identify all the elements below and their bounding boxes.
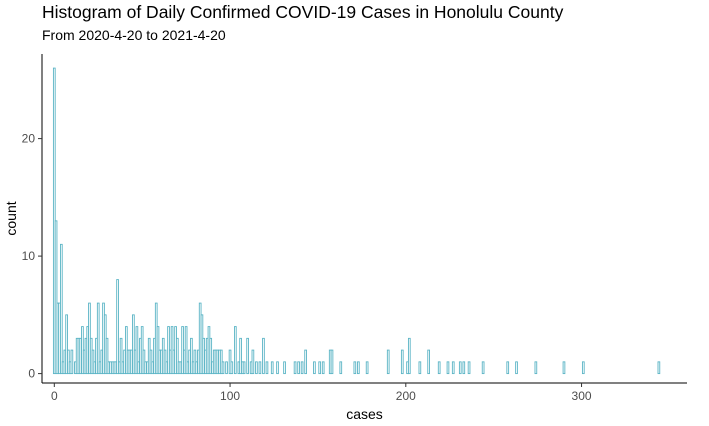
- chart-subtitle: From 2020-4-20 to 2021-4-20: [42, 27, 226, 43]
- histogram-bar: [365, 361, 369, 375]
- histogram-bar: [96, 302, 100, 375]
- histogram-bar: [283, 361, 286, 375]
- histogram-bar: [297, 361, 300, 375]
- histogram-bar: [427, 349, 430, 375]
- chart-title: Histogram of Daily Confirmed COVID-19 Ca…: [42, 2, 564, 22]
- histogram-bar: [458, 361, 462, 375]
- histogram-bar: [515, 361, 518, 375]
- histogram-bars: [52, 67, 661, 375]
- histogram-bar: [400, 349, 404, 375]
- histogram-bar: [313, 361, 316, 375]
- histogram-bar: [246, 337, 249, 375]
- x-tick-label: 100: [220, 389, 240, 403]
- y-tick-label: 0: [28, 367, 35, 381]
- histogram-bar: [221, 361, 225, 375]
- x-tick-label: 300: [572, 389, 592, 403]
- histogram-bar: [293, 361, 297, 375]
- histogram-bar: [437, 361, 441, 375]
- histogram-bar: [330, 349, 334, 375]
- histogram-bar: [251, 349, 255, 375]
- histogram-bar: [225, 361, 228, 375]
- x-axis-title: cases: [346, 406, 383, 422]
- histogram-bar: [581, 361, 585, 375]
- histogram-bar: [233, 326, 237, 375]
- histogram-bar: [230, 361, 234, 375]
- histogram-bar: [255, 361, 258, 375]
- histogram-bar: [321, 361, 325, 375]
- histogram-bar: [467, 361, 471, 375]
- y-axis-ticks: 0 10 20: [22, 132, 42, 381]
- histogram-bar: [116, 279, 119, 375]
- y-tick-label: 20: [22, 132, 36, 146]
- x-tick-label: 0: [51, 389, 58, 403]
- histogram-bar: [562, 361, 566, 375]
- histogram-bar: [105, 337, 109, 375]
- histogram-bar: [242, 361, 246, 375]
- histogram-bar: [190, 337, 193, 375]
- histogram-bar: [175, 337, 179, 375]
- histogram-bar: [446, 361, 450, 375]
- histogram-bar: [119, 337, 123, 375]
- x-tick-label: 200: [396, 389, 416, 403]
- histogram-bar: [481, 361, 485, 375]
- histogram-bar: [265, 361, 269, 375]
- histogram-bar: [276, 361, 279, 375]
- histogram-bar: [54, 220, 58, 375]
- histogram-bar: [506, 361, 510, 375]
- histogram-bar: [209, 337, 213, 375]
- histogram-bar: [407, 337, 411, 375]
- histogram-bar: [239, 337, 242, 375]
- histogram-bar: [300, 361, 304, 375]
- histogram-bar: [70, 349, 74, 375]
- histogram-bar: [304, 349, 307, 375]
- histogram-bar: [386, 349, 390, 375]
- histogram-bar: [357, 361, 360, 375]
- histogram-bar: [318, 361, 322, 375]
- histogram-bar: [451, 361, 455, 375]
- x-axis-ticks: 0 100 200 300: [51, 383, 592, 403]
- y-axis-title: count: [3, 201, 19, 235]
- histogram-bar: [657, 361, 661, 375]
- histogram-bar: [60, 243, 63, 375]
- histogram-bar: [353, 361, 357, 375]
- histogram-bar: [339, 361, 343, 375]
- histogram-bar: [462, 361, 466, 375]
- histogram-bar: [262, 337, 265, 375]
- histogram-bar: [258, 361, 262, 375]
- histogram-bar: [418, 361, 422, 375]
- histogram-bar: [65, 314, 68, 375]
- histogram-bar: [270, 361, 274, 375]
- histogram-bar: [135, 326, 139, 375]
- histogram-bar: [132, 314, 135, 375]
- histogram-bar: [534, 361, 538, 375]
- histogram-bar: [184, 326, 188, 375]
- y-tick-label: 10: [22, 249, 36, 263]
